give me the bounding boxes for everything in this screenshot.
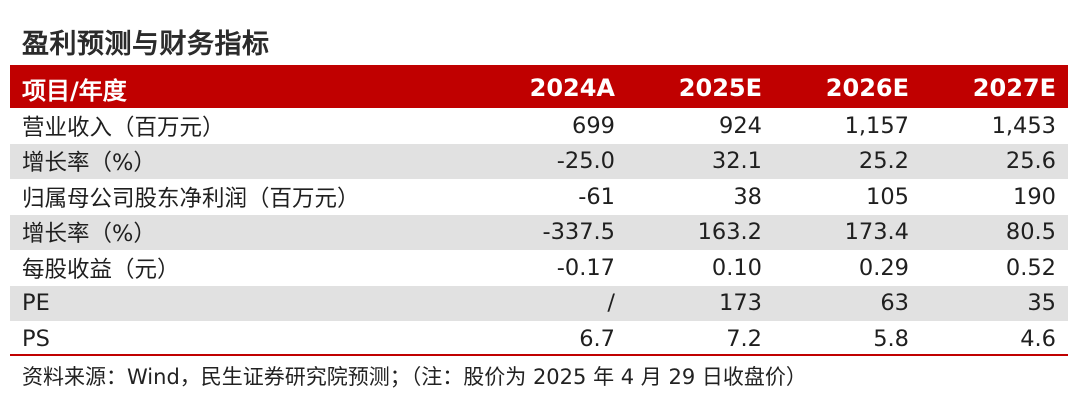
row-label: 归属母公司股东净利润（百万元） [22, 185, 360, 212]
cell-value: 190 [1013, 183, 1056, 210]
cell-value: 35 [1027, 290, 1056, 317]
table-row: PE / 173 63 35 [10, 285, 1068, 321]
cell-value: 0.29 [858, 254, 909, 281]
cell-value: 25.6 [1005, 148, 1056, 175]
table-row: 归属母公司股东净利润（百万元） -61 38 105 190 [10, 179, 1068, 215]
financial-forecast-table: 项目/年度 2024A 2025E 2026E 2027E 营业收入（百万元） … [10, 68, 1068, 357]
cell-value: 0.52 [1005, 254, 1056, 281]
header-item-year: 项目/年度 [22, 76, 127, 105]
row-label: PS [22, 325, 50, 352]
cell-value: / [607, 290, 615, 317]
cell-value: 0.10 [711, 254, 762, 281]
cell-value: 1,453 [991, 112, 1056, 139]
title-divider [10, 65, 1068, 68]
table-title: 盈利预测与财务指标 [22, 29, 270, 60]
cell-value: 6.7 [579, 325, 615, 352]
cell-value: 80.5 [1005, 219, 1056, 246]
cell-value: 32.1 [711, 148, 762, 175]
row-label: 每股收益（元） [22, 256, 180, 283]
cell-value: 1,157 [844, 112, 909, 139]
cell-value: 173.4 [844, 219, 909, 246]
row-label: 增长率（%） [22, 150, 156, 177]
row-label: 增长率（%） [22, 221, 156, 248]
table-bottom-divider [10, 354, 1068, 356]
row-label: PE [22, 290, 50, 317]
header-2025e: 2025E [678, 74, 762, 102]
cell-value: 105 [866, 183, 909, 210]
cell-value: -337.5 [542, 219, 615, 246]
table-row: PS 6.7 7.2 5.8 4.6 [10, 321, 1068, 357]
header-2026e: 2026E [825, 74, 909, 102]
header-2024a: 2024A [529, 74, 615, 102]
table-row: 营业收入（百万元） 699 924 1,157 1,453 [10, 108, 1068, 144]
cell-value: 924 [719, 112, 762, 139]
cell-value: 163.2 [697, 219, 762, 246]
table-row: 增长率（%） -25.0 32.1 25.2 25.6 [10, 143, 1068, 179]
source-note: 资料来源：Wind，民生证券研究院预测；（注：股价为 2025 年 4 月 29… [22, 365, 807, 389]
cell-value: 5.8 [873, 325, 909, 352]
cell-value: 4.6 [1020, 325, 1056, 352]
cell-value: 25.2 [858, 148, 909, 175]
cell-value: -0.17 [556, 254, 615, 281]
table-row: 每股收益（元） -0.17 0.10 0.29 0.52 [10, 250, 1068, 286]
cell-value: -61 [578, 183, 615, 210]
table-row: 增长率（%） -337.5 163.2 173.4 80.5 [10, 214, 1068, 250]
header-2027e: 2027E [972, 74, 1056, 102]
header-row: 项目/年度 2024A 2025E 2026E 2027E [10, 68, 1068, 108]
cell-value: 173 [719, 290, 762, 317]
cell-value: 38 [733, 183, 762, 210]
row-label: 营业收入（百万元） [22, 114, 225, 141]
cell-value: 63 [880, 290, 909, 317]
cell-value: 699 [572, 112, 615, 139]
cell-value: -25.0 [556, 148, 615, 175]
cell-value: 7.2 [726, 325, 762, 352]
